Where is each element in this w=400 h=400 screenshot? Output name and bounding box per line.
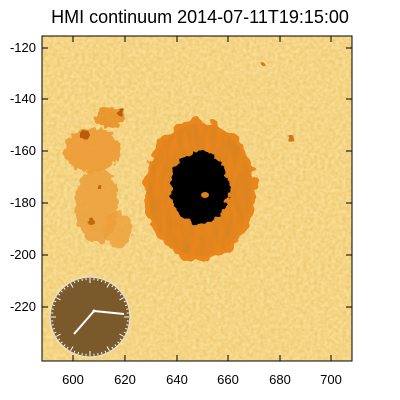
dial-tick (55, 333, 61, 337)
x-tick-label: 620 (114, 372, 136, 387)
dial-tick (125, 304, 128, 307)
dial-tick (119, 293, 122, 296)
dial-tick (119, 333, 125, 337)
dial-tick (117, 290, 120, 293)
pore-cluster (64, 62, 295, 248)
dial-tick (117, 341, 120, 344)
dial-tick (52, 304, 55, 307)
dial-tick (125, 327, 128, 330)
dial-tick (77, 352, 80, 355)
dial-tick (54, 300, 57, 303)
dial-tick (123, 331, 126, 334)
dial-tick (104, 281, 107, 284)
inset-clock-dial (49, 276, 131, 358)
x-axis: 600 620 640 660 680 700 (62, 36, 342, 387)
dial-tick (52, 327, 55, 330)
x-tick-label: 640 (166, 372, 188, 387)
light-bridge (201, 192, 209, 198)
y-tick-label: -180 (10, 195, 36, 210)
plot-frame (41, 35, 353, 362)
x-tick-label: 600 (62, 372, 84, 387)
dial-tick (77, 279, 80, 282)
dial-tick (54, 331, 57, 334)
dial-tick (70, 282, 74, 288)
solar-image (42, 36, 352, 361)
dial-tick (111, 346, 114, 349)
y-axis: -120 -140 -160 -180 -200 -220 (10, 40, 352, 314)
dial-tick (63, 344, 66, 347)
dial-tick (60, 290, 63, 293)
dial-tick (123, 300, 126, 303)
y-tick-label: -140 (10, 91, 36, 106)
dial-tick (111, 285, 114, 288)
y-tick-label: -120 (10, 40, 36, 55)
dial-tick (100, 279, 103, 282)
sunspot-umbra (171, 152, 229, 224)
dial-tick (119, 297, 125, 301)
dial-tick (104, 350, 107, 353)
dial-tick (60, 341, 63, 344)
dial-tick (58, 338, 61, 341)
dial-tick (100, 352, 103, 355)
dial-tick (63, 287, 66, 290)
dial-tick (66, 285, 69, 288)
y-tick-label: -200 (10, 247, 36, 262)
dial-hand-hour (73, 310, 95, 335)
dial-tick (73, 350, 76, 353)
x-tick-label: 680 (269, 372, 291, 387)
dial-tick (73, 281, 76, 284)
dial-tick (58, 293, 61, 296)
dial-tick (114, 287, 117, 290)
dial-tick (114, 344, 117, 347)
dial-tick (119, 338, 122, 341)
y-tick-label: -220 (10, 299, 36, 314)
x-tick-label: 700 (320, 372, 342, 387)
dial-ticks (51, 278, 129, 356)
dial-tick (106, 282, 110, 288)
dial-tick (106, 346, 110, 352)
figure-title: HMI continuum 2014-07-11T19:15:00 (51, 7, 349, 27)
dial-tick (70, 346, 74, 352)
dial-tick (55, 297, 61, 301)
dial-hand-minute (93, 310, 125, 315)
y-tick-label: -160 (10, 143, 36, 158)
x-tick-label: 660 (217, 372, 239, 387)
sunspot (144, 120, 256, 260)
dial-tick (66, 346, 69, 349)
